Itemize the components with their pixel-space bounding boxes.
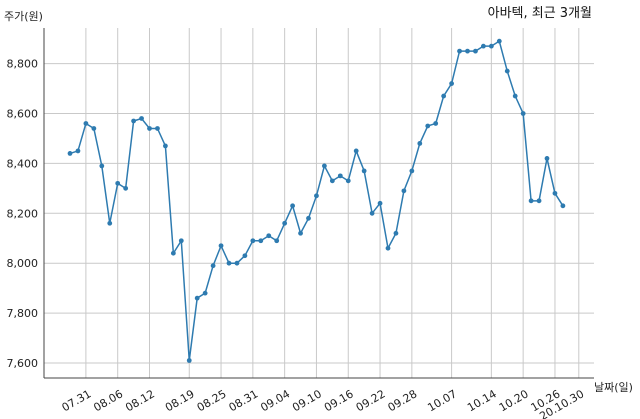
data-point [218, 243, 224, 249]
data-point [496, 38, 502, 44]
data-point [385, 245, 391, 251]
x-tick-label: 09.04 [258, 387, 292, 414]
data-point [425, 123, 431, 129]
data-point [552, 190, 558, 196]
data-point [337, 173, 343, 179]
data-point [520, 111, 526, 116]
data-point [369, 210, 375, 216]
data-point [536, 198, 542, 204]
data-point [322, 163, 327, 169]
data-point [345, 178, 351, 184]
x-tick-label: 09.10 [290, 387, 324, 414]
x-tick-label: 08.12 [123, 387, 157, 414]
x-tick-label: 10.07 [425, 387, 459, 414]
data-point [306, 215, 311, 221]
data-point [314, 193, 319, 199]
y-axis-ticks: 7,600 7,800 8,000 8,200 8,400 8,600 8,800 [7, 58, 39, 370]
x-tick-label: 09.28 [386, 387, 420, 414]
data-point [457, 48, 462, 54]
x-axis-title: 날짜(일) [594, 380, 633, 394]
data-point [504, 68, 510, 74]
x-tick-label: 08.19 [163, 387, 197, 414]
data-point [266, 233, 272, 239]
data-point [274, 238, 280, 244]
x-tick-label: 09.16 [322, 387, 356, 414]
data-point [186, 358, 192, 363]
data-point [353, 148, 359, 154]
data-point [417, 141, 423, 146]
data-point [512, 93, 518, 99]
y-axis-title: 주가(원) [4, 10, 43, 23]
data-point [234, 260, 240, 266]
data-point [560, 203, 566, 209]
data-point [481, 43, 486, 49]
data-point [99, 163, 105, 169]
data-point [377, 200, 383, 206]
data-point [210, 263, 216, 269]
data-point [441, 93, 447, 99]
x-tick-label: 09.22 [354, 387, 388, 414]
data-point [83, 121, 89, 126]
data-point [393, 230, 399, 236]
data-point [107, 220, 113, 226]
data-point [115, 180, 121, 186]
data-point [409, 168, 415, 174]
data-point [242, 253, 248, 259]
data-point [282, 220, 288, 226]
x-tick-label: 08.06 [91, 387, 125, 414]
data-point [75, 148, 81, 154]
data-point [528, 198, 534, 204]
data-point [155, 126, 160, 131]
data-point [401, 188, 407, 194]
data-point [473, 48, 478, 54]
data-point [361, 168, 367, 174]
data-point [91, 126, 97, 131]
data-point [147, 126, 152, 131]
data-point [139, 116, 144, 121]
y-tick-label: 8,200 [7, 207, 39, 220]
x-tick-label: 08.31 [227, 387, 261, 414]
data-point [544, 156, 550, 161]
data-point [290, 203, 295, 209]
data-point [329, 178, 335, 184]
data-point [178, 238, 184, 244]
x-tick-label: 07.31 [60, 387, 94, 414]
data-point [298, 230, 303, 236]
data-point [465, 48, 470, 54]
y-tick-label: 8,600 [7, 108, 39, 121]
chart-title: 아바텍, 최근 3개월 [488, 6, 592, 21]
data-point [202, 290, 208, 296]
x-tick-label: 08.25 [195, 387, 229, 414]
data-point [123, 185, 129, 191]
y-tick-label: 8,400 [7, 157, 39, 170]
y-tick-label: 8,800 [7, 58, 39, 71]
data-point [163, 143, 168, 149]
y-tick-label: 8,000 [7, 257, 39, 270]
data-point [226, 260, 232, 266]
data-point [250, 238, 256, 244]
y-tick-label: 7,800 [7, 307, 39, 320]
data-point [67, 151, 73, 156]
x-tick-label: 10.14 [465, 387, 499, 414]
data-point [194, 295, 200, 301]
data-point [131, 118, 137, 124]
data-point [433, 121, 439, 126]
data-points [67, 38, 566, 363]
y-tick-label: 7,600 [7, 357, 39, 370]
data-point [488, 43, 494, 49]
x-tick-label: 10.20 [497, 387, 531, 414]
data-point [258, 238, 264, 244]
grid-lines [44, 28, 594, 378]
data-point [449, 81, 454, 86]
data-point [170, 250, 176, 256]
axes [43, 28, 594, 379]
